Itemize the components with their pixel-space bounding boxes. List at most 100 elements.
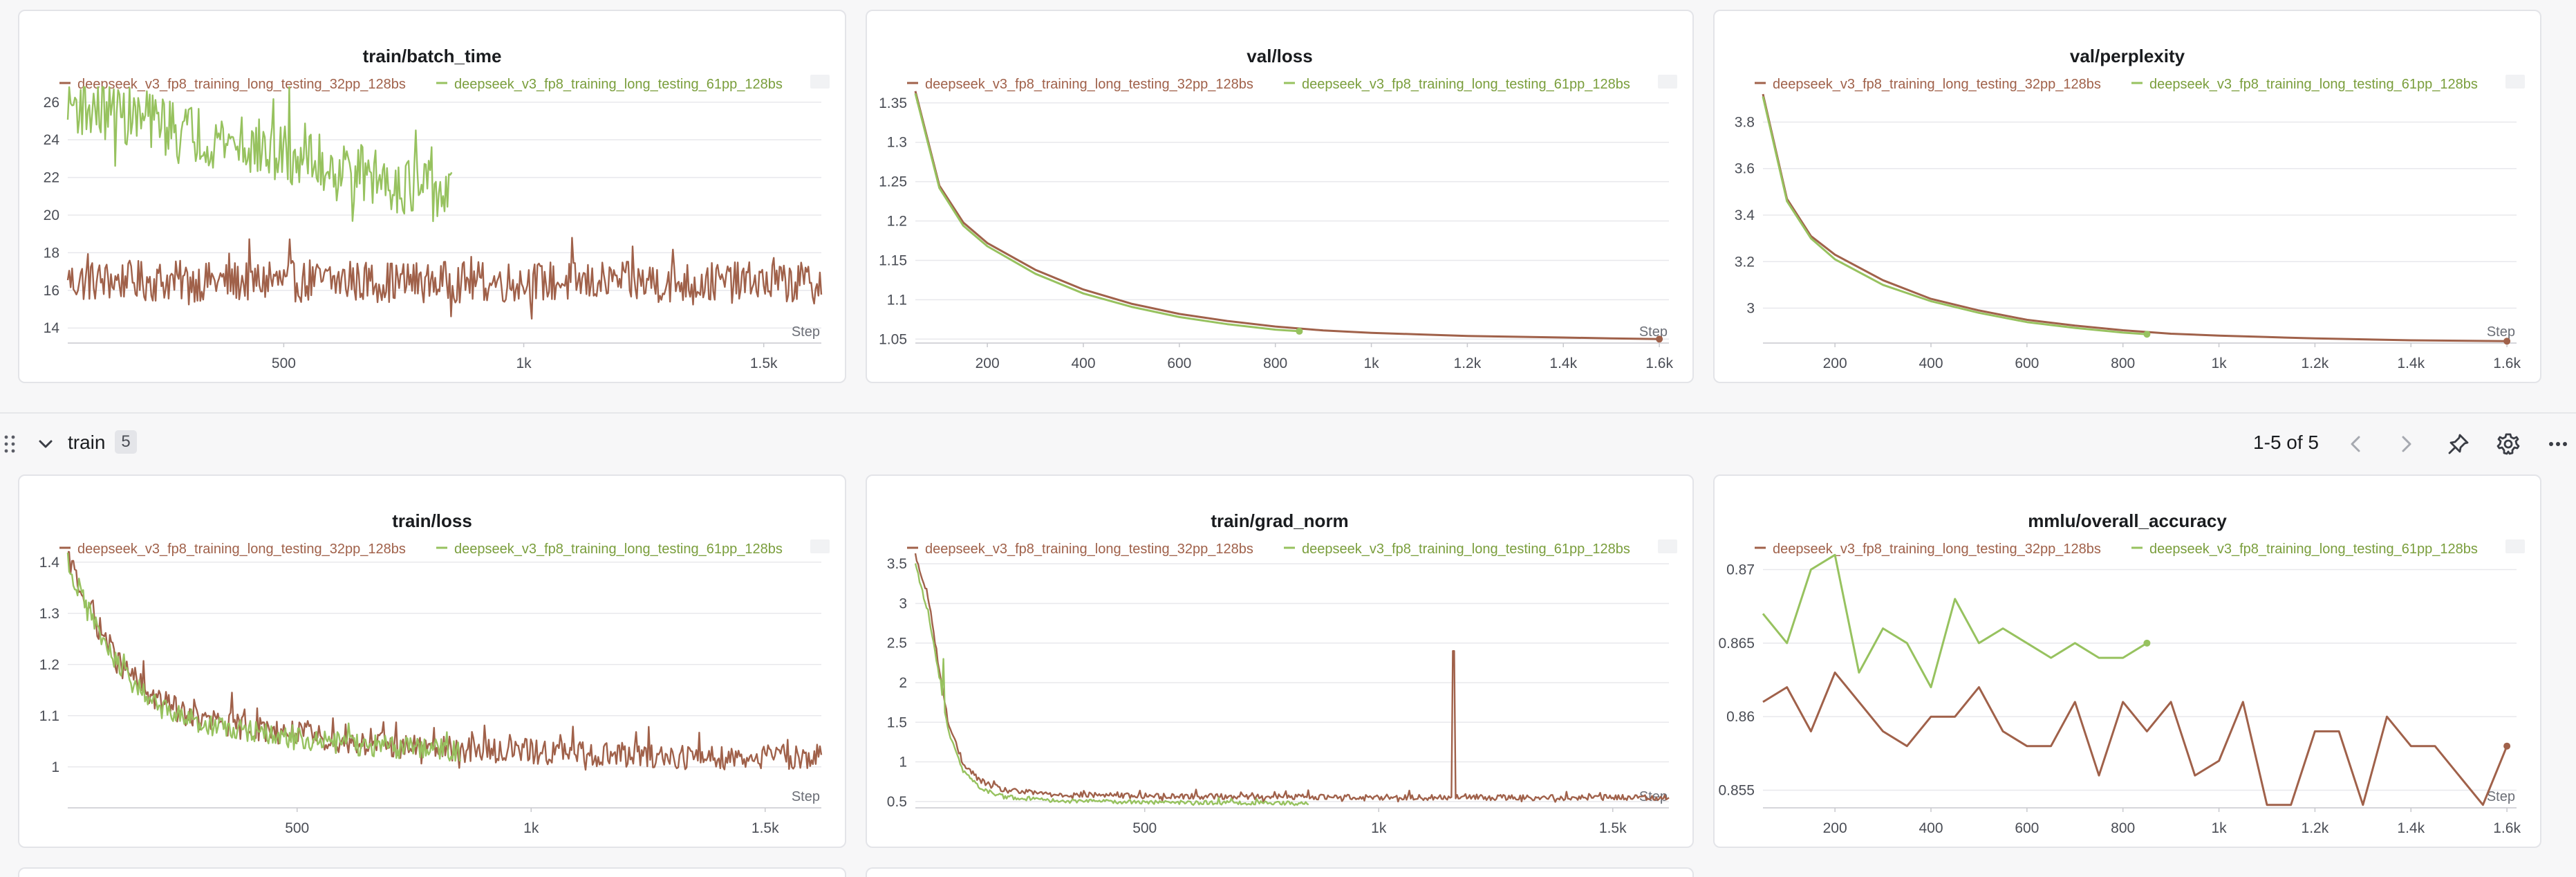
chart-panel-batch-time[interactable]: train/batch_time deepseek_v3_fp8_training… [18, 10, 846, 383]
series-line-61pp [1762, 96, 2147, 335]
y-tick-label: 0.87 [1726, 562, 1755, 578]
x-tick-label: 400 [1071, 356, 1095, 371]
chart-panel-partial-2[interactable] [866, 867, 1694, 877]
chart-panel-partial-1[interactable] [18, 867, 846, 877]
y-tick-label: 1.2 [39, 657, 59, 673]
legend-toggle [810, 539, 830, 553]
chart-train-loss: train/loss deepseek_v3_fp8_training_long_… [39, 510, 830, 836]
chevron-left-icon[interactable] [2344, 432, 2369, 456]
x-tick-label: 1.6k [1645, 356, 1673, 371]
x-tick-label: 800 [2111, 820, 2135, 836]
x-tick-label: 500 [1132, 820, 1157, 836]
chart-batch-time: train/batch_time deepseek_v3_fp8_training… [44, 46, 830, 371]
legend-toggle [2505, 539, 2525, 553]
y-tick-label: 24 [44, 132, 60, 148]
y-tick-label: 1.05 [879, 331, 907, 347]
series-line-32pp [914, 91, 1660, 340]
x-tick-label: 400 [1919, 820, 1943, 836]
chart-panel-grad-norm[interactable]: train/grad_norm deepseek_v3_fp8_training_… [866, 474, 1694, 848]
x-tick-label: 1k [1371, 820, 1387, 836]
legend-label: deepseek_v3_fp8_training_long_testing_32… [925, 542, 1253, 557]
chart-legend: deepseek_v3_fp8_training_long_testing_32… [1755, 75, 2525, 92]
y-tick-label: 1.15 [879, 252, 907, 268]
section-header: train 5 1-5 of 5 [0, 412, 2576, 473]
chart-legend: deepseek_v3_fp8_training_long_testing_32… [59, 75, 830, 92]
drag-handle-icon[interactable] [3, 434, 17, 454]
more-icon[interactable] [2546, 432, 2570, 456]
x-axis-step-label: Step [792, 324, 820, 340]
legend-label: deepseek_v3_fp8_training_long_testing_32… [77, 77, 406, 92]
x-tick-label: 1k [516, 356, 532, 371]
y-tick-label: 0.86 [1726, 709, 1755, 725]
x-axis-step-label: Step [2487, 324, 2515, 340]
x-tick-label: 1k [1363, 356, 1379, 371]
y-tick-label: 2 [899, 675, 907, 691]
chevron-down-icon[interactable] [36, 434, 55, 454]
series-line-32pp [68, 551, 823, 771]
chart-legend: deepseek_v3_fp8_training_long_testing_32… [907, 75, 1677, 92]
legend-label: deepseek_v3_fp8_training_long_testing_61… [454, 77, 783, 92]
pagination-label: 1-5 of 5 [2253, 432, 2319, 453]
x-tick-label: 500 [272, 356, 296, 371]
x-tick-label: 1.4k [2397, 820, 2425, 836]
series-line-61pp [66, 552, 461, 762]
chart-panel-mmlu-accuracy[interactable]: mmlu/overall_accuracy deepseek_v3_fp8_tra… [1713, 474, 2541, 848]
chart-legend: deepseek_v3_fp8_training_long_testing_32… [59, 539, 830, 557]
x-tick-label: 1.5k [1599, 820, 1627, 836]
y-tick-label: 1.2 [887, 214, 907, 230]
chart-val-perplexity: val/perplexity deepseek_v3_fp8_training_l… [1735, 46, 2525, 371]
chart-legend: deepseek_v3_fp8_training_long_testing_32… [1755, 539, 2525, 557]
y-tick-label: 0.855 [1718, 782, 1755, 798]
x-tick-label: 1k [2211, 356, 2227, 371]
gear-icon[interactable] [2496, 432, 2521, 456]
chart-panel-val-perplexity[interactable]: val/perplexity deepseek_v3_fp8_training_l… [1713, 10, 2541, 383]
y-tick-label: 1.1 [887, 292, 907, 308]
y-tick-label: 18 [44, 245, 59, 261]
y-tick-label: 1.3 [887, 135, 907, 151]
y-tick-label: 1 [51, 759, 59, 775]
y-tick-label: 1.4 [39, 555, 60, 571]
chart-panel-train-loss[interactable]: train/loss deepseek_v3_fp8_training_long_… [18, 474, 846, 848]
x-tick-label: 200 [976, 356, 1000, 371]
chart-title: train/grad_norm [1211, 510, 1348, 531]
chart-title: mmlu/overall_accuracy [2028, 510, 2227, 531]
pin-icon[interactable] [2446, 432, 2471, 456]
legend-toggle [1658, 539, 1677, 553]
x-tick-label: 1.5k [750, 356, 778, 371]
x-tick-label: 1.6k [2493, 356, 2521, 371]
legend-label: deepseek_v3_fp8_training_long_testing_61… [1302, 77, 1630, 92]
chart-legend: deepseek_v3_fp8_training_long_testing_32… [907, 539, 1677, 557]
y-tick-label: 3.2 [1735, 254, 1755, 270]
series-line-61pp [66, 86, 453, 223]
y-tick-label: 1.35 [879, 95, 907, 111]
chart-title: val/loss [1247, 46, 1312, 66]
series-line-32pp [914, 553, 1670, 804]
y-tick-label: 1 [899, 755, 907, 770]
y-tick-label: 0.5 [887, 794, 907, 810]
series-end-point [1656, 335, 1663, 343]
series-end-point [2503, 742, 2511, 750]
y-tick-label: 3 [1746, 301, 1755, 317]
legend-label: deepseek_v3_fp8_training_long_testing_32… [1773, 542, 2101, 557]
x-tick-label: 200 [1823, 820, 1847, 836]
section-title[interactable]: train [68, 432, 106, 453]
chart-grad-norm: train/grad_norm deepseek_v3_fp8_training_… [887, 510, 1677, 836]
chart-panel-val-loss[interactable]: val/loss deepseek_v3_fp8_training_long_te… [866, 10, 1694, 383]
x-tick-label: 600 [1167, 356, 1191, 371]
x-tick-label: 1.5k [752, 820, 779, 836]
x-tick-label: 1k [523, 820, 539, 836]
series-line-61pp [914, 563, 1309, 806]
y-tick-label: 1.25 [879, 174, 907, 190]
legend-label: deepseek_v3_fp8_training_long_testing_32… [77, 542, 406, 557]
series-line-61pp [1762, 553, 2148, 689]
x-tick-label: 400 [1919, 356, 1943, 371]
series-line-32pp [66, 237, 823, 320]
chart-title: train/batch_time [363, 46, 502, 66]
x-tick-label: 1.4k [2397, 356, 2425, 371]
legend-label: deepseek_v3_fp8_training_long_testing_32… [925, 77, 1253, 92]
chart-title: val/perplexity [2070, 46, 2185, 66]
chart-title: train/loss [392, 510, 472, 531]
chevron-right-icon[interactable] [2393, 432, 2418, 456]
x-axis-step-label: Step [792, 789, 820, 804]
y-tick-label: 1.1 [39, 708, 59, 724]
